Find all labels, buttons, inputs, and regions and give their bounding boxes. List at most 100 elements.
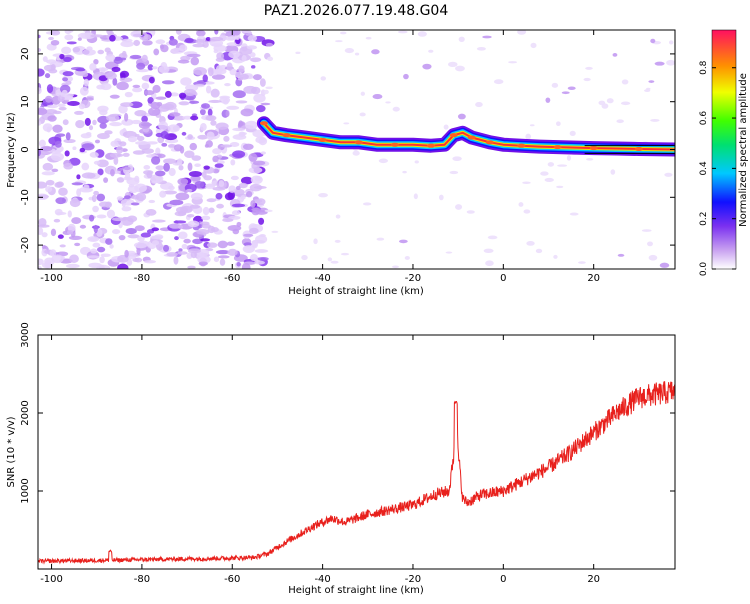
spectrogram-noise-blob [50,64,56,71]
snr-x-tick-label: -60 [224,574,240,585]
spectrogram-noise-blob [359,112,366,117]
spectrogram-noise-blob [85,131,92,136]
spectrogram-noise-blob [243,233,254,237]
spectrogram-noise-blob [232,127,246,132]
spectrogram-noise-blob [428,49,434,53]
spectrogram-noise-blob [89,237,98,242]
spectrogram-plot-area [38,30,675,269]
spectrogram-noise-blob [207,108,213,117]
spectrogram-noise-blob [200,238,211,242]
spectrogram-noise-blob [422,63,432,70]
spectrogram-noise-blob [110,168,115,177]
spectrogram-noise-blob [190,175,201,182]
spectrogram-noise-blob [566,155,572,161]
spectrogram-noise-blob [79,147,86,153]
spectrogram-noise-blob [76,174,81,180]
spectrogram-noise-blob [327,257,333,262]
spectrogram-noise-blob [177,251,188,255]
spectrogram-noise-blob [178,164,184,171]
spectrogram-noise-blob [42,162,54,171]
spectrogram-noise-blob [352,150,360,156]
spectrogram-noise-blob [220,144,233,148]
spectrogram-noise-blob [61,89,68,95]
spectrogram-noise-blob [232,150,246,158]
spectrogram-noise-blob [271,230,279,233]
spectrogram-noise-blob [230,175,239,181]
spectrogram-noise-blob [189,142,198,151]
spectrogram-noise-blob [205,115,217,121]
spectrogram-noise-blob [132,87,143,93]
spectrogram-noise-blob [126,215,138,223]
spectrogram-noise-blob [38,87,42,95]
spectrogram-noise-blob [248,153,258,162]
spectrogram-x-label: Height of straight line (km) [288,286,424,297]
colorbar-label: Normalized spectral amplitude [738,73,749,227]
spectrogram-noise-blob [64,150,70,157]
spectrogram-noise-blob [173,220,187,224]
spectrogram-noise-blob [93,224,98,234]
spectrogram-noise-blob [443,124,449,130]
spectrogram-noise-blob [123,195,131,200]
spectrogram-noise-blob [376,237,385,241]
spectrogram-noise-blob [124,249,129,258]
spectrogram-noise-blob [109,94,120,99]
tone-track-peak [467,135,476,140]
spectrogram-noise-blob [175,192,190,201]
spectrogram-noise-blob [148,107,161,117]
spectrogram-noise-blob [226,105,240,110]
spectrogram-noise-blob [152,84,161,93]
spectrogram-noise-blob [55,197,66,205]
spectrogram-noise-blob [365,36,372,40]
spectrogram-noise-blob [154,234,164,240]
spectrogram-noise-blob [105,238,113,245]
spectrogram-noise-blob [561,91,570,95]
spectrogram-noise-blob [223,135,230,142]
spectrogram-noise-blob [295,51,301,55]
spectrogram-noise-blob [38,34,41,39]
spectrogram-noise-blob [243,85,257,94]
spectrogram-noise-blob [151,219,166,223]
spectrogram-noise-blob [47,115,57,122]
spectrogram-noise-blob [184,37,194,43]
spectrogram-noise-blob [177,178,189,186]
spectrogram-noise-blob [227,190,236,200]
spectrogram-noise-blob [184,150,195,158]
spectrogram-noise-blob [455,204,463,210]
snr-plot-area [38,335,675,565]
colorbar-tick-label: 0.0 [699,262,709,277]
spectrogram-noise-blob [466,210,475,214]
spectrogram-noise-blob [84,117,91,126]
spectrogram-noise-blob [74,242,81,247]
spectrogram-noise-blob [79,86,89,96]
spectrogram-noise-blob [219,95,231,99]
spectrogram-noise-blob [206,131,215,141]
spectrogram-noise-blob [59,244,66,248]
spectrogram-noise-blob [644,89,651,92]
spectrogram-noise-blob [578,261,586,264]
spectrogram-noise-blob [398,239,408,244]
spectrogram-noise-blob [106,114,120,122]
spectrogram-noise-blob [586,158,594,161]
spectrogram-noise-blob [371,49,380,55]
spectrogram-noise-blob [51,254,64,264]
spectrogram-noise-blob [99,109,108,116]
spectrogram-noise-blob [169,199,184,206]
spectrogram-noise-blob [362,202,372,206]
spectrogram-noise-blob [72,146,77,151]
spectrogram-noise-blob [71,217,82,225]
spectrogram-noise-blob [265,86,273,90]
spectrogram-noise-blob [100,253,111,258]
spectrogram-noise-blob [90,248,98,254]
spectrogram-noise-blob [449,170,459,175]
spectrogram-noise-blob [360,91,365,96]
spectrogram-noise-blob [56,181,64,188]
spectrogram-noise-blob [143,165,151,170]
spectrogram-noise-blob [133,242,148,249]
spectrogram-noise-blob [65,80,72,85]
spectrogram-noise-blob [81,172,96,179]
spectrogram-noise-blob [241,30,252,34]
spectrogram-noise-blob [68,235,83,241]
tone-track-peak [427,143,436,148]
spectrogram-noise-blob [668,40,674,45]
spectrogram-noise-blob [135,68,149,73]
